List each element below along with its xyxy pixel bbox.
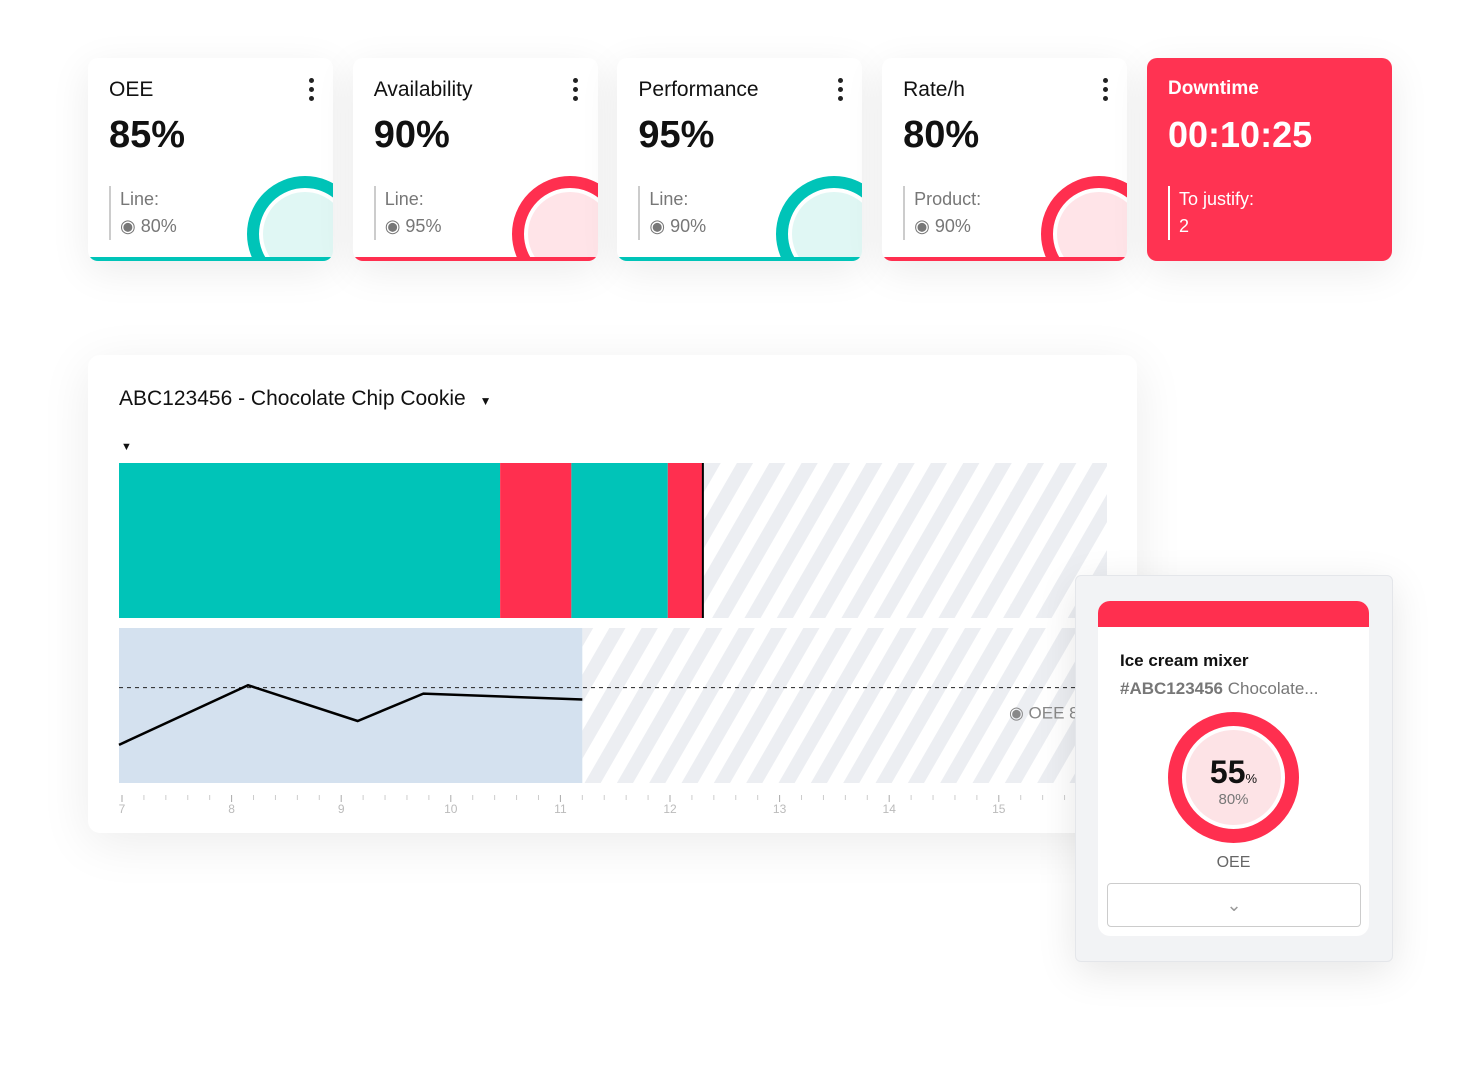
- caret-down-icon: ▼: [479, 394, 492, 408]
- kpi-comparison: Line: ◉ 80%: [109, 186, 177, 240]
- order-id: #ABC123456: [1120, 679, 1224, 698]
- gauge-unit: %: [1245, 771, 1258, 786]
- timeline-collapse-caret-icon[interactable]: ▼: [121, 441, 132, 453]
- status-bar: [1098, 601, 1369, 627]
- oee-gauge: 55% 80%: [1168, 712, 1299, 843]
- kpi-title: OEE: [109, 78, 154, 101]
- to-justify-label: To justify:: [1179, 189, 1255, 209]
- kpi-comparison-label: Line:: [649, 189, 689, 209]
- machine-popup: Ice cream mixer #ABC123456 Chocolate... …: [1075, 575, 1393, 962]
- more-vertical-icon[interactable]: [836, 78, 844, 105]
- kpi-title: Performance: [638, 78, 759, 101]
- more-vertical-icon[interactable]: [307, 78, 315, 105]
- timeline-segment-running: [119, 463, 501, 618]
- x-tick-label: 14: [883, 802, 897, 816]
- kpi-value: 90%: [373, 114, 450, 156]
- kpi-title: Availability: [373, 78, 473, 101]
- kpi-card[interactable]: Performance 95% Line: ◉ 90%: [617, 58, 863, 261]
- kpi-comparison-value: 95%: [405, 216, 442, 236]
- kpi-title: Rate/h: [903, 78, 965, 101]
- machine-name: Ice cream mixer: [1120, 651, 1249, 670]
- to-justify: To justify: 2: [1168, 186, 1254, 240]
- kpi-value: 85%: [109, 114, 186, 156]
- kpi-comparison: Line: ◉ 90%: [638, 186, 706, 240]
- status-ring-icon: [1041, 176, 1128, 261]
- more-vertical-icon[interactable]: [1101, 78, 1109, 105]
- timeline-segment-down: [500, 463, 572, 618]
- product-title: ABC123456 - Chocolate Chip Cookie: [119, 387, 466, 410]
- product-selector[interactable]: ABC123456 - Chocolate Chip Cookie ▼: [119, 387, 491, 411]
- kpi-comparison-label: Line:: [384, 189, 424, 209]
- kpi-comparison: Product: ◉ 90%: [903, 186, 981, 240]
- status-ring-icon: [247, 176, 333, 261]
- to-justify-count: 2: [1179, 216, 1190, 236]
- target-icon: ◉: [649, 216, 666, 236]
- production-chart-card: ABC123456 - Chocolate Chip Cookie ▼ ▼ ◉ …: [88, 355, 1137, 833]
- chevron-down-icon: ⌄: [1226, 895, 1242, 915]
- status-bar: [617, 257, 863, 261]
- oee-chart: ◉ OEE 8 7 8 9 10 11 12 13 14 15: [118, 463, 1137, 816]
- target-icon: ◉: [914, 216, 930, 236]
- x-tick-label: 15: [992, 802, 1006, 816]
- oee-line: [118, 683, 583, 746]
- timeline-segment-down: [667, 463, 703, 618]
- kpi-comparison-value: 80%: [140, 216, 177, 236]
- x-tick-label: 11: [554, 802, 567, 816]
- kpi-card[interactable]: Availability 90% Line: ◉ 95%: [352, 58, 598, 261]
- downtime-value: 00:10:25: [1168, 114, 1313, 155]
- future-hatch-area: [702, 463, 1107, 618]
- kpi-value: 80%: [903, 114, 980, 156]
- threshold-label: ◉ OEE 8: [1009, 704, 1079, 723]
- kpi-value: 95%: [638, 114, 715, 156]
- status-bar: [88, 257, 333, 261]
- gauge-value: 55: [1209, 754, 1246, 790]
- expand-button[interactable]: ⌄: [1107, 883, 1361, 927]
- machine-card: Ice cream mixer #ABC123456 Chocolate... …: [1098, 601, 1369, 936]
- status-bar: [352, 257, 598, 261]
- timeline-segment-running: [571, 463, 668, 618]
- product-name: Chocolate...: [1227, 679, 1319, 698]
- kpi-card[interactable]: OEE 85% Line: ◉ 80%: [88, 58, 333, 261]
- gauge-target: 80%: [1218, 791, 1249, 808]
- kpi-comparison-label: Line:: [120, 189, 160, 209]
- future-hatch-area: [582, 628, 1127, 783]
- x-tick-label: 10: [444, 802, 458, 816]
- kpi-comparison-label: Product:: [914, 189, 982, 209]
- kpi-comparison-value: 90%: [670, 216, 707, 236]
- status-ring-icon: [776, 176, 863, 261]
- x-tick-label: 13: [773, 802, 787, 816]
- kpi-card[interactable]: Rate/h 80% Product: ◉ 90%: [882, 58, 1128, 261]
- status-bar: [882, 257, 1128, 261]
- x-tick-label: 8: [228, 802, 235, 816]
- target-icon: ◉: [120, 216, 136, 236]
- gauge-label: OEE: [1216, 854, 1251, 871]
- target-icon: ◉: [384, 216, 401, 236]
- status-ring-icon: [511, 176, 598, 261]
- kpi-comparison: Line: ◉ 95%: [373, 186, 442, 240]
- x-tick-label: 7: [119, 802, 126, 816]
- downtime-card[interactable]: Downtime 00:10:25 To justify: 2: [1147, 58, 1392, 261]
- downtime-title: Downtime: [1168, 78, 1259, 99]
- kpi-comparison-value: 90%: [934, 216, 971, 236]
- more-vertical-icon[interactable]: [572, 78, 580, 105]
- x-tick-label: 9: [338, 802, 345, 816]
- x-tick-label: 12: [663, 802, 677, 816]
- elapsed-area: [119, 628, 583, 783]
